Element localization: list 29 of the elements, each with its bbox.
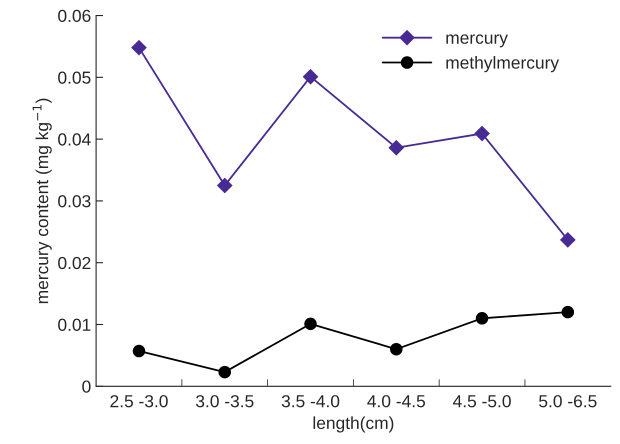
x-tick-label: 4.5 -5.0 xyxy=(453,395,511,408)
point xyxy=(390,342,403,356)
point xyxy=(388,140,404,156)
point xyxy=(474,126,490,142)
y-axis-title: mercury content (mg kg$^{−1}$) xyxy=(32,98,52,304)
x-tick-label: 3.5 -4.0 xyxy=(282,395,340,408)
point xyxy=(131,40,147,56)
point xyxy=(560,232,576,248)
y-tick-label: 0.05 xyxy=(58,72,91,84)
y-tick-label: 0.01 xyxy=(58,318,90,331)
y-tick-label: 0.06 xyxy=(58,10,90,22)
point xyxy=(302,69,318,84)
point xyxy=(476,312,488,325)
x-axis-title: length(cm) xyxy=(314,416,394,433)
x-tick-label: 2.5 -3.0 xyxy=(110,395,168,408)
point xyxy=(304,318,317,330)
point xyxy=(217,178,232,194)
y-tick-label: 0.03 xyxy=(58,195,90,208)
x-tick-label: 4.0 -4.5 xyxy=(367,395,425,408)
legend-label: methylmercury xyxy=(446,56,560,72)
point xyxy=(132,344,146,358)
point xyxy=(562,306,574,318)
x-tick-label: 3.0 -3.5 xyxy=(196,395,254,408)
y-tick-label: 0.02 xyxy=(58,256,90,270)
y-tick-label: 0.04 xyxy=(58,133,91,146)
y-tick-label: 0 xyxy=(82,380,91,393)
legend-label: mercury xyxy=(446,34,508,48)
x-tick-label: 5.0 -6.5 xyxy=(539,395,597,408)
point xyxy=(218,366,231,378)
